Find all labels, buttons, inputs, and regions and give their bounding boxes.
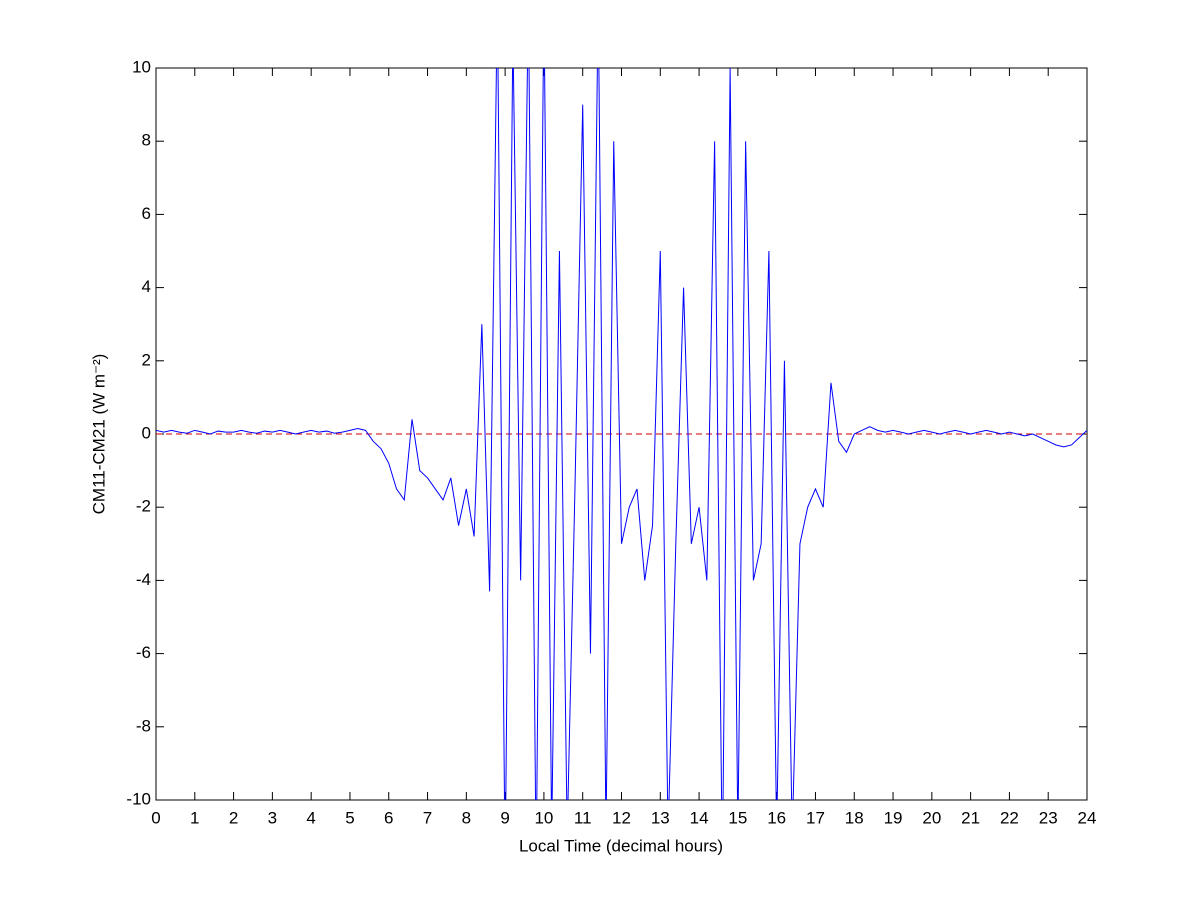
x-tick-label: 22 — [1000, 808, 1019, 827]
x-tick-label: 9 — [500, 808, 509, 827]
x-tick-label: 13 — [651, 808, 670, 827]
data-line — [156, 68, 1087, 800]
y-tick-label: -8 — [136, 716, 151, 735]
x-tick-label: 20 — [922, 808, 941, 827]
x-tick-label: 6 — [384, 808, 393, 827]
x-tick-label: 4 — [306, 808, 315, 827]
x-tick-label: 11 — [574, 808, 592, 827]
y-tick-label: 4 — [142, 277, 151, 296]
x-tick-label: 2 — [229, 808, 238, 827]
x-tick-label: 21 — [961, 808, 980, 827]
y-axis-label: CM11-CM21 (W m⁻²) — [89, 354, 108, 515]
y-tick-label: -2 — [136, 497, 151, 516]
y-tick-label: -4 — [136, 570, 151, 589]
x-tick-label: 3 — [268, 808, 277, 827]
x-tick-label: 19 — [884, 808, 903, 827]
x-tick-label: 1 — [190, 808, 199, 827]
x-tick-label: 15 — [728, 808, 747, 827]
y-tick-label: -6 — [136, 643, 151, 662]
x-tick-label: 16 — [767, 808, 786, 827]
x-tick-label: 10 — [534, 808, 553, 827]
y-tick-label: -10 — [126, 789, 151, 808]
x-tick-label: 14 — [690, 808, 709, 827]
y-tick-label: 0 — [142, 423, 151, 442]
x-tick-label: 7 — [423, 808, 432, 827]
y-tick-label: 10 — [132, 57, 151, 76]
x-tick-label: 12 — [612, 808, 631, 827]
x-axis-label: Local Time (decimal hours) — [519, 836, 723, 855]
x-tick-label: 24 — [1078, 808, 1097, 827]
y-tick-label: 6 — [142, 204, 151, 223]
x-tick-label: 8 — [462, 808, 471, 827]
x-tick-label: 17 — [806, 808, 825, 827]
y-tick-label: 2 — [142, 350, 151, 369]
x-tick-label: 18 — [845, 808, 864, 827]
x-tick-label: 5 — [345, 808, 354, 827]
x-tick-label: 23 — [1039, 808, 1058, 827]
x-tick-label: 0 — [151, 808, 160, 827]
y-tick-label: 8 — [142, 131, 151, 150]
